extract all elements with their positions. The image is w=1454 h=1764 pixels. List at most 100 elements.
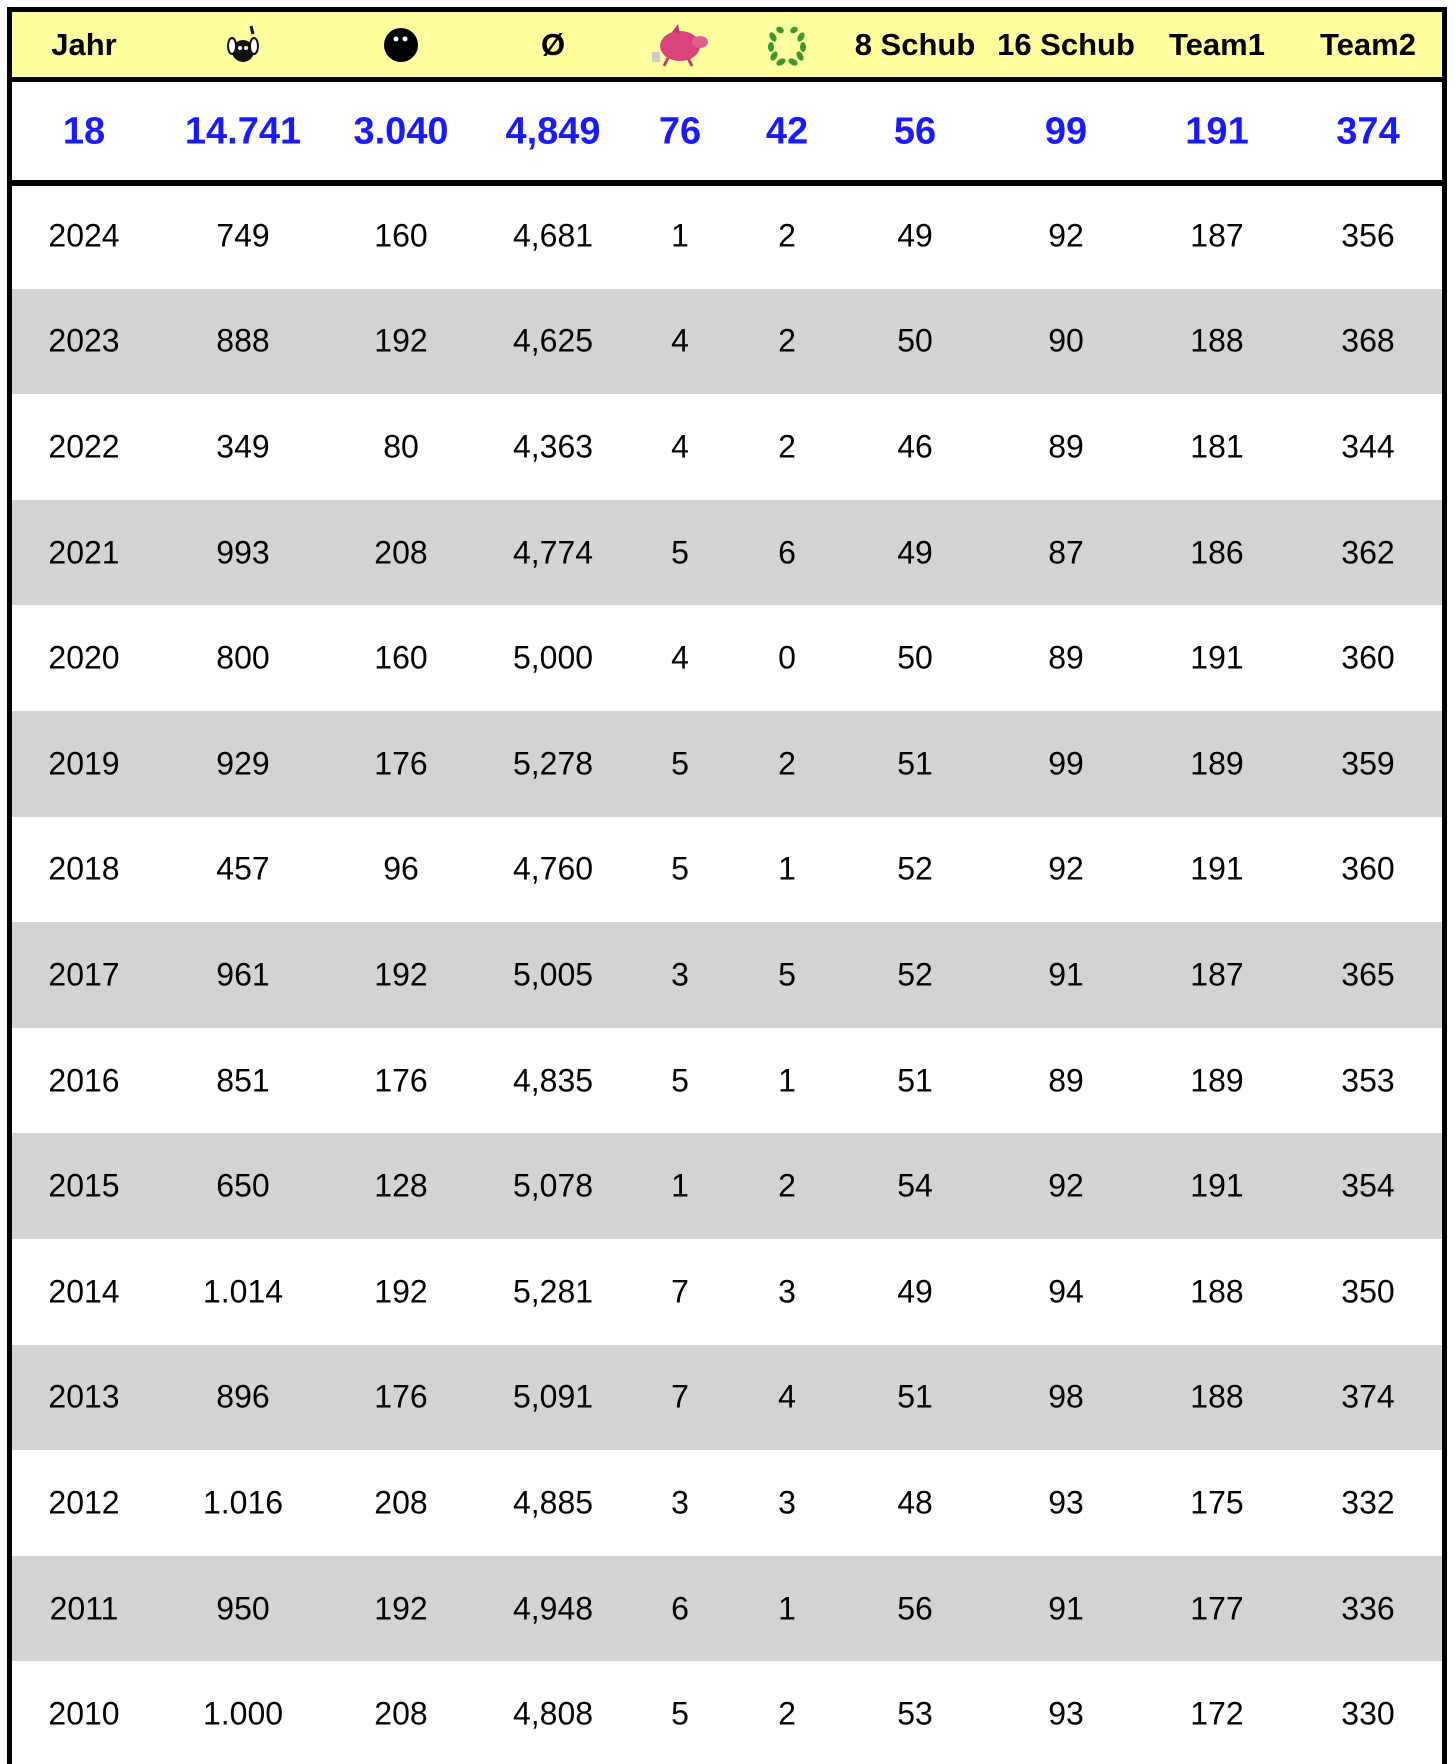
data-cell: 1 [778,851,796,888]
data-cell: 800 [216,640,269,677]
totals-rule [7,180,1447,186]
data-cell: 172 [1190,1696,1243,1733]
data-cell: 896 [216,1379,269,1416]
data-cell: 160 [374,640,427,677]
total-cell: 76 [659,111,701,154]
data-cell: 2020 [48,640,119,677]
data-cell: 5 [671,745,689,782]
data-cell: 51 [897,1062,933,1099]
data-cell: 192 [374,1590,427,1627]
data-cell: 356 [1341,217,1394,254]
data-cell: 2 [778,429,796,466]
data-cell: 4,760 [513,851,593,888]
data-cell: 360 [1341,851,1394,888]
data-cell: 4,835 [513,1062,593,1099]
data-cell: 49 [897,534,933,571]
data-cell: 191 [1190,1168,1243,1205]
data-cell: 1.016 [203,1485,283,1522]
data-cell: 177 [1190,1590,1243,1627]
data-cell: 53 [897,1696,933,1733]
data-cell: 54 [897,1168,933,1205]
data-cell: 2014 [48,1273,119,1310]
data-cell: 188 [1190,323,1243,360]
data-cell: 1.014 [203,1273,283,1310]
data-cell: 89 [1048,1062,1084,1099]
data-cell: 187 [1190,217,1243,254]
data-cell: 4 [778,1379,796,1416]
data-cell: 89 [1048,429,1084,466]
data-cell: 51 [897,745,933,782]
data-cell: 4,774 [513,534,593,571]
header-cell: Team1 [1169,27,1265,63]
data-cell: 359 [1341,745,1394,782]
data-cell: 2011 [50,1590,119,1627]
data-cell: 1 [671,1168,689,1205]
header-cell: 8 Schub [855,27,976,63]
data-cell: 90 [1048,323,1084,360]
data-cell: 186 [1190,534,1243,571]
data-cell: 4,808 [513,1696,593,1733]
data-cell: 176 [374,745,427,782]
data-cell: 6 [671,1590,689,1627]
data-cell: 993 [216,534,269,571]
pins-icon [223,24,263,64]
data-cell: 92 [1048,851,1084,888]
data-cell: 2013 [48,1379,119,1416]
data-cell: 2017 [48,957,119,994]
data-cell: 851 [216,1062,269,1099]
data-cell: 2 [778,1696,796,1733]
total-cell: 4,849 [505,111,600,154]
data-cell: 94 [1048,1273,1084,1310]
data-cell: 50 [897,640,933,677]
data-cell: 2016 [48,1062,119,1099]
data-cell: 330 [1341,1696,1394,1733]
data-cell: 160 [374,217,427,254]
data-cell: 5 [778,957,796,994]
data-cell: 2012 [48,1485,119,1522]
total-cell: 42 [766,111,808,154]
data-cell: 4,625 [513,323,593,360]
pig-icon [650,22,712,68]
data-cell: 5 [671,851,689,888]
total-cell: 374 [1336,111,1399,154]
header-cell: Team2 [1320,27,1416,63]
data-cell: 175 [1190,1485,1243,1522]
data-cell: 3 [671,1485,689,1522]
data-cell: 5,005 [513,957,593,994]
data-cell: 92 [1048,217,1084,254]
data-cell: 87 [1048,534,1084,571]
data-cell: 2024 [48,217,119,254]
data-cell: 80 [383,429,419,466]
data-cell: 5,000 [513,640,593,677]
data-cell: 49 [897,217,933,254]
data-cell: 336 [1341,1590,1394,1627]
data-cell: 50 [897,323,933,360]
data-cell: 98 [1048,1379,1084,1416]
data-cell: 2 [778,1168,796,1205]
wreath-icon [765,23,809,67]
data-cell: 4,681 [513,217,593,254]
data-cell: 93 [1048,1485,1084,1522]
header-cell: 16 Schub [997,27,1135,63]
data-cell: 362 [1341,534,1394,571]
data-cell: 192 [374,957,427,994]
border-left [7,7,12,1764]
data-cell: 208 [374,1485,427,1522]
data-cell: 4,948 [513,1590,593,1627]
data-cell: 46 [897,429,933,466]
data-cell: 374 [1341,1379,1394,1416]
data-cell: 2015 [48,1168,119,1205]
data-cell: 188 [1190,1379,1243,1416]
data-cell: 96 [383,851,419,888]
data-cell: 1 [778,1062,796,1099]
page: Jahresstatistik {"table": { "header": ["… [0,0,1454,1764]
data-cell: 650 [216,1168,269,1205]
data-cell: 208 [374,534,427,571]
data-cell: 344 [1341,429,1394,466]
data-cell: 99 [1048,745,1084,782]
data-cell: 5 [671,534,689,571]
data-cell: 368 [1341,323,1394,360]
data-cell: 5,078 [513,1168,593,1205]
data-cell: 332 [1341,1485,1394,1522]
data-cell: 49 [897,1273,933,1310]
